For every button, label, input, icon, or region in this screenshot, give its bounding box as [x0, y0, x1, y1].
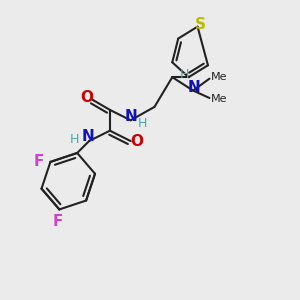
Text: O: O	[80, 91, 93, 106]
Text: Me: Me	[211, 72, 227, 82]
Text: Me: Me	[211, 94, 227, 104]
Text: F: F	[53, 214, 63, 229]
Text: H: H	[70, 133, 80, 146]
Text: H: H	[179, 68, 189, 81]
Text: H: H	[138, 117, 147, 130]
Text: O: O	[131, 134, 144, 148]
Text: F: F	[33, 154, 44, 169]
Text: N: N	[81, 129, 94, 144]
Text: S: S	[194, 17, 206, 32]
Text: N: N	[187, 80, 200, 95]
Text: N: N	[124, 109, 137, 124]
